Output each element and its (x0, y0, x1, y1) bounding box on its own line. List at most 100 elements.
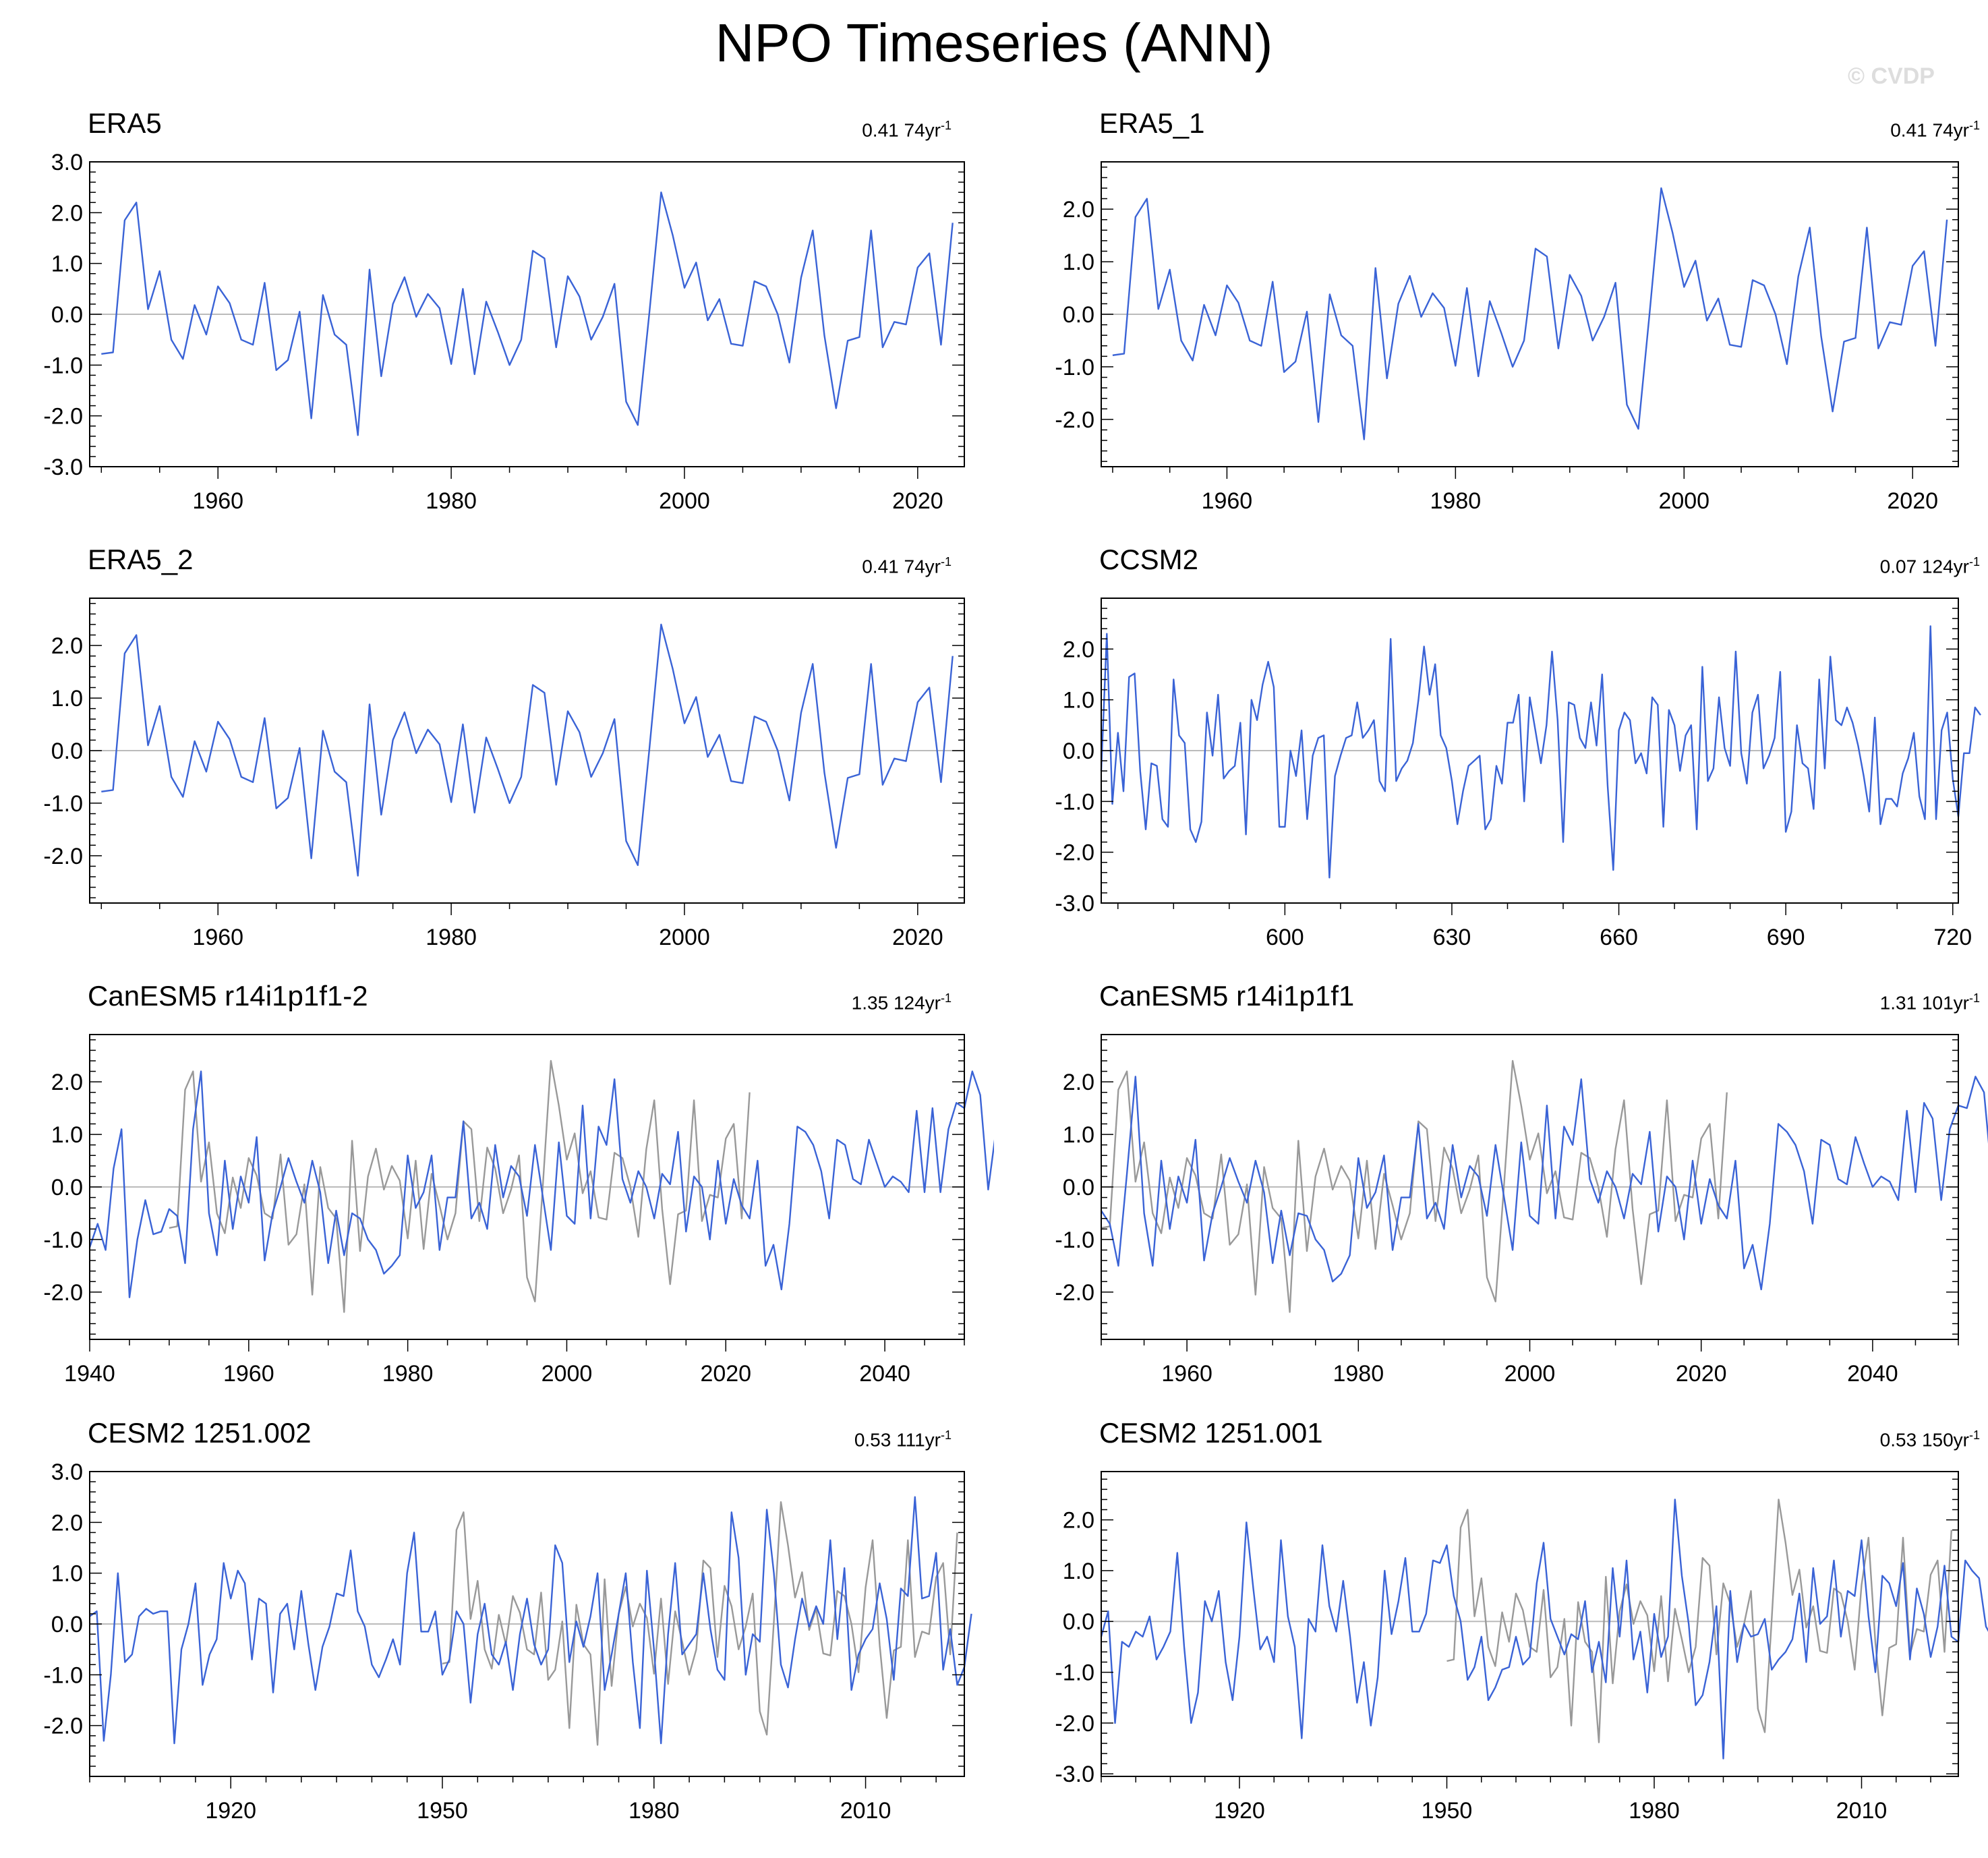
y-tick-label: 3.0 (51, 150, 83, 175)
y-tick-label: 2.0 (1063, 197, 1094, 223)
panel-stat: 0.07 124yr-1 (1880, 550, 1980, 579)
y-tick-label: 1.0 (1063, 250, 1094, 275)
stat-value: 0.53 (1879, 1429, 1917, 1451)
y-tick-label: 1.0 (51, 1561, 83, 1587)
stat-years: 124yr (1921, 556, 1969, 577)
x-tick-label: 1980 (426, 488, 477, 514)
y-tick-label: 1.0 (1063, 1559, 1094, 1584)
x-tick-label: 630 (1433, 925, 1471, 950)
stat-exponent: -1 (940, 991, 952, 1005)
x-tick-label: 1960 (1161, 1361, 1212, 1387)
y-tick-label: -2.0 (43, 1280, 83, 1306)
model-series-line (89, 1496, 972, 1745)
stat-years: 74yr (904, 119, 941, 141)
x-tick-label: 1980 (628, 1798, 680, 1824)
x-tick-label: 2010 (1836, 1798, 1888, 1824)
y-tick-label: 2.0 (51, 1510, 83, 1536)
y-tick-label: 0.0 (51, 1612, 83, 1637)
x-tick-label: 1960 (1202, 488, 1253, 514)
x-tick-label: 2000 (659, 925, 710, 950)
stat-exponent: -1 (1968, 1428, 1980, 1442)
stat-exponent: -1 (940, 119, 952, 132)
panel-title: ERA5_2 (88, 544, 194, 575)
y-tick-label: -3.0 (1055, 891, 1094, 917)
y-tick-label: 0.0 (1063, 302, 1094, 328)
y-tick-label: -2.0 (1055, 1280, 1094, 1306)
x-tick-label: 2010 (840, 1798, 891, 1824)
x-tick-label: 1980 (382, 1361, 434, 1387)
stat-exponent: -1 (1968, 119, 1980, 132)
x-tick-label: 720 (1933, 925, 1972, 950)
obs-series-line (169, 1059, 751, 1313)
panel-title: CanESM5 r14i1p1f1 (1099, 980, 1355, 1012)
x-tick-label: 2040 (859, 1361, 910, 1387)
y-tick-label: 2.0 (51, 200, 83, 226)
y-tick-label: 0.0 (1063, 1175, 1094, 1200)
chart-svg: 3.0 2.0 1.0 0.0 -1.0 -2.0 1920 1950 1980 2010 (43, 1459, 972, 1824)
model-series-line (101, 623, 954, 877)
model-series-line (1100, 1499, 1988, 1760)
x-tick-label: 1980 (1333, 1361, 1384, 1387)
panel-title: ERA5 (88, 107, 162, 139)
x-tick-label: 2020 (700, 1361, 751, 1387)
panel-stat: 0.41 74yr-1 (862, 550, 952, 579)
chart-svg: 2.0 1.0 0.0 -1.0 -2.0 1960 1980 2000 2020 2040 (1055, 1034, 1988, 1387)
stat-years: 124yr (893, 992, 941, 1014)
x-tick-label: 2040 (1847, 1361, 1898, 1387)
panel-title: CCSM2 (1099, 544, 1199, 575)
x-tick-label: 1960 (223, 1361, 274, 1387)
chart-svg: 2.0 1.0 0.0 -1.0 -2.0 1940 1960 1980 2000 2020 204… (43, 1034, 994, 1387)
y-tick-label: 0.0 (51, 738, 83, 764)
panel-title: ERA5_1 (1099, 107, 1205, 139)
y-tick-label: 0.0 (1063, 1609, 1094, 1635)
model-series-line (88, 1070, 994, 1298)
y-tick-label: 1.0 (51, 1122, 83, 1148)
y-tick-label: 2.0 (1063, 637, 1094, 662)
y-tick-label: 1.0 (51, 686, 83, 712)
x-tick-label: 2020 (892, 925, 943, 950)
cvdp-watermark: © CVDP (1848, 63, 1935, 89)
panel-era5-2: ERA5_2 0.41 74yr-1 2.0 1.0 0.0 -1.0 -2.0 1960… (0, 544, 994, 985)
x-tick-label: 1980 (1430, 488, 1482, 514)
page-title: NPO Timeseries (ANN) (715, 13, 1273, 73)
chart-svg: 2.0 1.0 0.0 -1.0 -2.0 -3.0 600 630 660 690 720 (1055, 598, 1981, 950)
y-tick-label: -1.0 (43, 791, 83, 817)
x-tick-label: 2000 (1658, 488, 1709, 514)
stat-years: 74yr (904, 556, 941, 577)
panel-stat: 0.53 111yr-1 (854, 1423, 952, 1452)
stat-value: 0.41 (862, 119, 899, 141)
chart-svg: 3.0 2.0 1.0 0.0 -1.0 -2.0 -3.0 1960 1980 2000 2020 (43, 150, 965, 514)
panel-cesm2-1251-001: CESM2 1251.001 0.53 150yr-1 2.0 1.0 0.0 -1.… (1012, 1417, 1988, 1858)
panel-ccsm2: CCSM2 0.07 124yr-1 2.0 1.0 0.0 -1.0 -2.0 -3.0… (1012, 544, 1988, 985)
y-tick-label: -1.0 (1055, 1227, 1094, 1253)
stat-years: 111yr (896, 1429, 941, 1451)
x-tick-label: 2000 (659, 488, 710, 514)
panel-stat: 0.41 74yr-1 (862, 113, 952, 142)
stat-exponent: -1 (940, 555, 952, 569)
y-tick-label: -2.0 (43, 844, 83, 869)
x-tick-label: 1960 (192, 488, 243, 514)
y-tick-label: 2.0 (51, 633, 83, 659)
model-series-line (1100, 1076, 1988, 1291)
y-tick-label: 0.0 (51, 302, 83, 328)
stat-years: 150yr (1921, 1429, 1969, 1451)
x-tick-label: 2000 (542, 1361, 593, 1387)
y-tick-label: 1.0 (1063, 688, 1094, 714)
panel-stat: 1.35 124yr-1 (852, 986, 952, 1015)
y-tick-label: 2.0 (1063, 1508, 1094, 1534)
stat-years: 74yr (1932, 119, 1969, 141)
stat-value: 0.41 (1890, 119, 1927, 141)
panel-era5-1: ERA5_1 0.41 74yr-1 2.0 1.0 0.0 -1.0 -2.0 1960… (1012, 107, 1988, 548)
y-tick-label: -1.0 (43, 1227, 83, 1253)
x-tick-label: 1980 (1629, 1798, 1680, 1824)
x-tick-label: 1950 (417, 1798, 468, 1824)
x-tick-label: 660 (1600, 925, 1638, 950)
stat-exponent: -1 (1968, 555, 1980, 569)
panel-stat: 0.53 150yr-1 (1880, 1423, 1980, 1452)
stat-value: 0.53 (854, 1429, 891, 1451)
y-tick-label: 0.0 (51, 1175, 83, 1200)
x-tick-label: 2020 (1676, 1361, 1727, 1387)
y-tick-label: -2.0 (1055, 407, 1094, 433)
stat-value: 0.41 (862, 556, 899, 577)
panel-stat: 1.31 101yr-1 (1880, 986, 1980, 1015)
